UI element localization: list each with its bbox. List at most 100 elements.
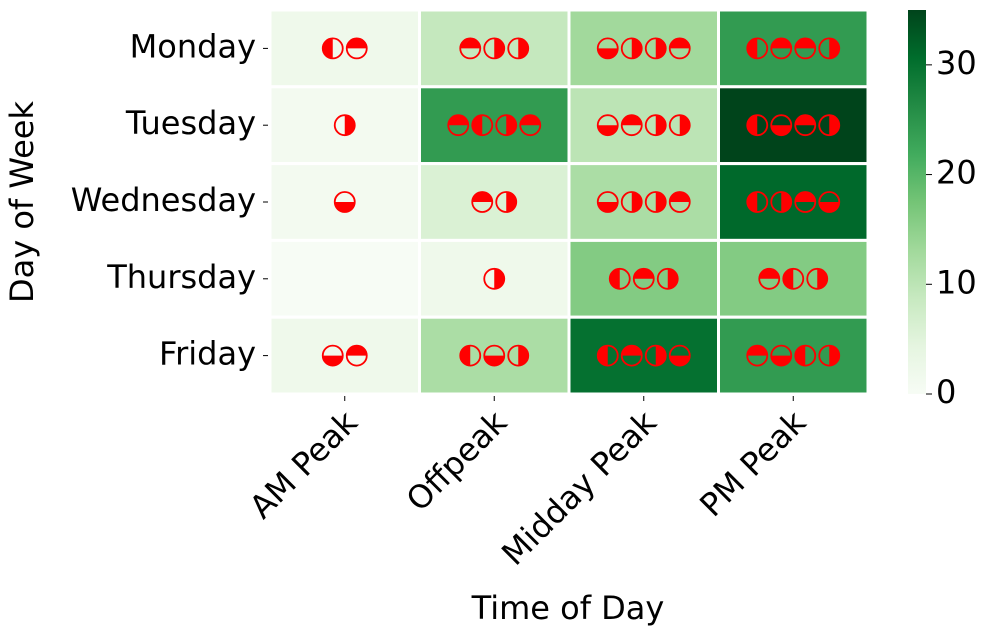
- marker-fill: [621, 115, 642, 126]
- marker-fill: [655, 38, 666, 59]
- marker-outline: [483, 37, 506, 60]
- marker-outline: [321, 344, 344, 367]
- heatmap-cell: [567, 162, 720, 242]
- marker-fill: [460, 345, 471, 366]
- marker-fill: [655, 192, 666, 212]
- marker-fill: [597, 345, 608, 366]
- half-marker: [596, 191, 619, 213]
- marker-fill: [655, 115, 666, 136]
- half-marker: [644, 344, 667, 367]
- half-marker: [345, 344, 368, 367]
- marker-fill: [494, 268, 505, 289]
- marker-outline: [668, 114, 691, 137]
- x-tick-label: PM Peak: [692, 403, 813, 524]
- half-marker: [333, 191, 356, 213]
- marker-outline: [794, 37, 817, 60]
- marker-outline: [770, 37, 793, 60]
- half-marker: [632, 267, 655, 290]
- half-marker: [608, 267, 631, 290]
- half-marker: [620, 191, 643, 213]
- marker-outline: [644, 191, 667, 213]
- half-marker: [483, 37, 506, 60]
- heatmap-cell: [567, 85, 720, 166]
- y-tick-label: Wednesday: [71, 181, 256, 219]
- marker-fill: [633, 268, 654, 279]
- heatmap-cell: [268, 8, 421, 89]
- half-marker: [794, 114, 817, 137]
- y-axis-title: Day of Week: [3, 101, 41, 304]
- marker-fill: [795, 345, 806, 366]
- marker-fill: [669, 38, 690, 49]
- marker-outline: [644, 114, 667, 137]
- half-marker: [668, 344, 691, 367]
- marker-outline: [333, 191, 356, 213]
- marker-outline: [632, 267, 655, 290]
- marker-fill: [781, 192, 792, 212]
- x-tick-label: AM Peak: [242, 403, 365, 526]
- marker-fill: [472, 115, 483, 136]
- half-marker: [495, 191, 518, 213]
- marker-fill: [597, 202, 618, 212]
- half-marker: [495, 114, 518, 137]
- half-marker: [770, 37, 793, 60]
- marker-fill: [472, 192, 493, 202]
- marker-fill: [819, 202, 840, 212]
- marker-outline: [519, 114, 542, 137]
- half-marker: [620, 37, 643, 60]
- marker-outline: [668, 37, 691, 60]
- half-marker: [596, 37, 619, 60]
- x-tick-label: Midday Peak: [494, 403, 664, 573]
- heatmap-cell: [567, 8, 720, 89]
- marker-fill: [667, 268, 678, 289]
- marker-fill: [609, 268, 620, 289]
- heatmap-cell: [268, 315, 421, 396]
- y-tick-label: Friday: [159, 335, 256, 373]
- y-tick-label: Thursday: [106, 258, 256, 296]
- heatmap-cell: [268, 238, 421, 319]
- marker-fill: [460, 38, 481, 49]
- half-marker: [596, 344, 619, 367]
- marker-outline: [596, 191, 619, 213]
- heatmap-cell: [717, 85, 870, 166]
- colorbar-tick-label: 20: [936, 154, 977, 192]
- marker-outline: [770, 344, 793, 367]
- heatmap-cell: [418, 85, 571, 166]
- marker-outline: [746, 191, 769, 213]
- marker-outline: [447, 114, 470, 137]
- marker-fill: [621, 345, 642, 356]
- marker-fill: [817, 268, 828, 289]
- heatmap-cell: [418, 162, 571, 242]
- half-marker: [746, 114, 769, 137]
- y-tick-label: Monday: [130, 27, 256, 65]
- marker-outline: [758, 267, 781, 290]
- marker-fill: [484, 355, 505, 366]
- half-marker: [668, 37, 691, 60]
- colorbar-tick-label: 0: [936, 373, 956, 411]
- half-marker: [507, 344, 530, 367]
- half-marker: [794, 344, 817, 367]
- marker-outline: [746, 37, 769, 60]
- marker-fill: [829, 38, 840, 59]
- half-marker: [620, 344, 643, 367]
- marker-outline: [507, 37, 530, 60]
- half-marker: [459, 37, 482, 60]
- marker-fill: [631, 38, 642, 59]
- half-marker: [471, 191, 494, 213]
- half-marker: [321, 37, 344, 60]
- half-marker: [447, 114, 470, 137]
- half-marker: [596, 114, 619, 137]
- marker-outline: [620, 37, 643, 60]
- marker-outline: [345, 344, 368, 367]
- marker-outline: [794, 344, 817, 367]
- half-marker: [818, 191, 841, 213]
- marker-fill: [669, 355, 690, 366]
- marker-outline: [746, 344, 769, 367]
- half-marker: [746, 344, 769, 367]
- half-marker: [519, 114, 542, 137]
- half-marker: [818, 37, 841, 60]
- marker-outline: [495, 191, 518, 213]
- half-marker: [483, 267, 506, 290]
- marker-fill: [518, 38, 529, 59]
